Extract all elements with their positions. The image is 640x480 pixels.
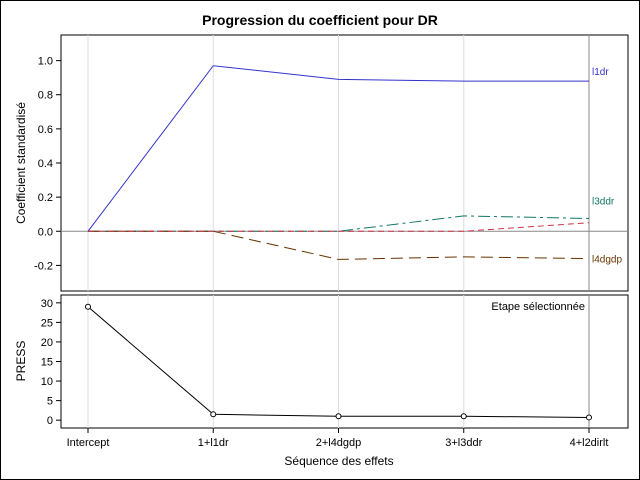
y-tick-label: 30 (41, 298, 53, 310)
x-axis-label: Séquence des effets (284, 454, 393, 468)
press-grid (87, 295, 590, 428)
press-y-axis-label: PRESS (14, 341, 28, 382)
press-point (586, 414, 592, 421)
coefficient-grid (61, 35, 628, 291)
x-tick-label: 4+l2dirlt (570, 437, 609, 449)
press-y-axis: 0 5 10 15 20 25 30 (41, 298, 61, 427)
y-tick-label: 0.4 (38, 158, 53, 170)
press-point (460, 413, 467, 420)
press-point (210, 411, 217, 418)
press-point (85, 303, 91, 310)
coefficient-y-axis-label: Coefficient standardisé (14, 102, 28, 224)
y-tick-label: -0.2 (34, 260, 53, 272)
y-tick-label: 1.0 (38, 56, 53, 68)
coefficient-series (87, 65, 590, 260)
series-label-l1dr: l1dr (592, 67, 609, 78)
y-tick-label: 10 (41, 376, 53, 388)
press-series (85, 303, 592, 421)
selected-step-annotation: Etape sélectionnée (491, 301, 585, 313)
y-tick-label: 5 (47, 396, 53, 408)
x-tick-label: Intercept (67, 437, 110, 449)
chart-title: Progression du coefficient pour DR (202, 12, 438, 28)
y-tick-label: 20 (41, 337, 53, 349)
press-point (335, 413, 342, 420)
coefficient-series-labels: l1dr l3ddr l4dgdp (592, 67, 622, 265)
y-tick-label: 15 (41, 357, 53, 369)
y-tick-label: 0.6 (38, 124, 53, 136)
x-tick-label: 2+l4dgdp (316, 437, 362, 449)
x-tick-label: 3+l3ddr (445, 437, 482, 449)
series-line-l1dr (87, 65, 589, 232)
series-line-l3ddr (88, 215, 590, 232)
press-plot-area (60, 294, 629, 429)
y-tick-label: 0 (47, 415, 53, 427)
series-line (88, 222, 590, 232)
series-label-l3ddr: l3ddr (592, 196, 615, 207)
coefficient-y-axis: -0.2 0.0 0.2 0.4 0.6 0.8 1.0 (34, 56, 61, 272)
coefficient-plot-area (60, 34, 629, 292)
y-tick-label: 0.0 (38, 226, 53, 238)
x-axis: Intercept 1+l1dr 2+l4dgdp 3+l3ddr 4+l2dirlt (67, 428, 609, 449)
y-tick-label: 0.2 (38, 192, 53, 204)
y-tick-label: 0.8 (38, 90, 53, 102)
x-tick-label: 1+l1dr (198, 437, 229, 449)
y-tick-label: 25 (41, 317, 53, 329)
series-label-l4dgdp: l4dgdp (592, 255, 622, 266)
